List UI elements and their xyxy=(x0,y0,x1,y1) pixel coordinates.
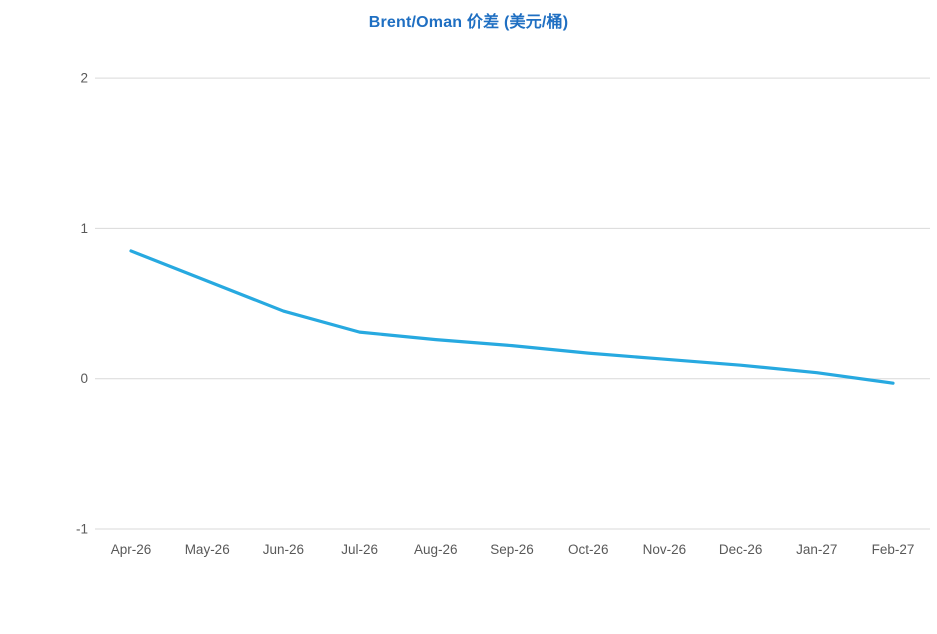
y-tick-label: 2 xyxy=(80,71,88,86)
x-tick-label: Jul-26 xyxy=(341,542,378,557)
x-tick-label: Jan-27 xyxy=(796,542,837,557)
x-tick-label: Apr-26 xyxy=(111,542,152,557)
x-tick-label: Dec-26 xyxy=(719,542,763,557)
x-tick-label: Aug-26 xyxy=(414,542,458,557)
x-tick-label: Oct-26 xyxy=(568,542,609,557)
x-tick-label: Sep-26 xyxy=(490,542,534,557)
x-tick-label: Nov-26 xyxy=(643,542,687,557)
y-tick-label: -1 xyxy=(76,522,88,537)
x-tick-label: May-26 xyxy=(185,542,230,557)
y-tick-label: 1 xyxy=(80,221,88,236)
y-tick-label: 0 xyxy=(80,371,88,386)
chart-title: Brent/Oman 价差 (美元/桶) xyxy=(368,14,569,31)
x-tick-label: Feb-27 xyxy=(872,542,915,557)
x-tick-label: Jun-26 xyxy=(263,542,304,557)
spread-line xyxy=(129,249,895,385)
